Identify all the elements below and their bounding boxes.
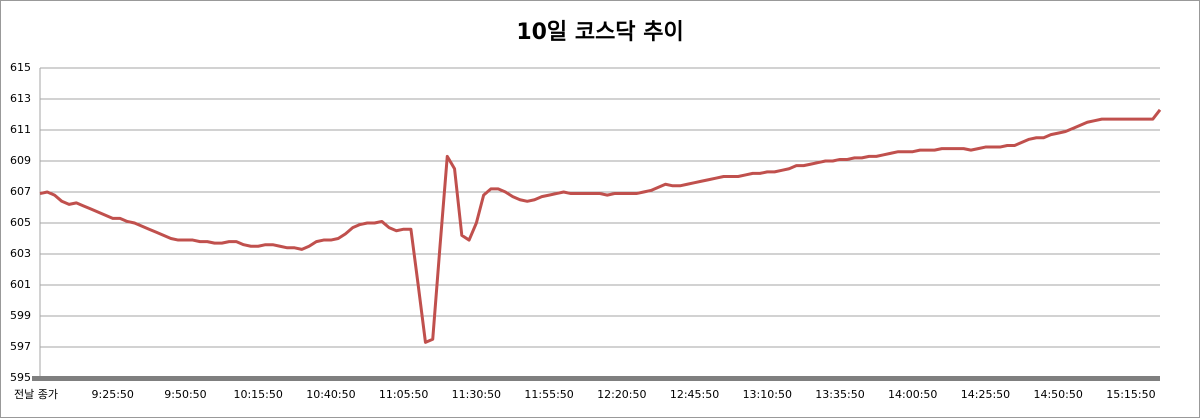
x-tick-label: 14:50:50 xyxy=(1033,388,1082,401)
y-tick-label: 615 xyxy=(10,61,31,74)
x-tick-label: 14:25:50 xyxy=(961,388,1010,401)
x-tick-label: 12:45:50 xyxy=(670,388,719,401)
y-tick-label: 597 xyxy=(10,340,31,353)
x-tick-label: 15:15:50 xyxy=(1106,388,1155,401)
y-tick-label: 611 xyxy=(10,123,31,136)
chart-title: 10일 코스닥 추이 xyxy=(516,20,683,45)
x-tick-label: 12:20:50 xyxy=(597,388,646,401)
x-tick-label: 11:30:50 xyxy=(452,388,501,401)
y-tick-label: 601 xyxy=(10,278,31,291)
y-tick-label: 599 xyxy=(10,309,31,322)
x-tick-label: 전날 종가 xyxy=(14,388,58,401)
y-tick-label: 603 xyxy=(10,247,31,260)
x-tick-label: 11:05:50 xyxy=(379,388,428,401)
y-tick-label: 609 xyxy=(10,154,31,167)
x-tick-label: 10:40:50 xyxy=(306,388,355,401)
x-tick-label: 13:35:50 xyxy=(815,388,864,401)
y-tick-label: 613 xyxy=(10,92,31,105)
x-axis xyxy=(32,376,1160,381)
x-tick-label: 14:00:50 xyxy=(888,388,937,401)
x-tick-label: 13:10:50 xyxy=(743,388,792,401)
y-tick-label: 605 xyxy=(10,216,31,229)
y-tick-label: 607 xyxy=(10,185,31,198)
x-tick-label: 10:15:50 xyxy=(233,388,282,401)
data-line xyxy=(39,108,1162,344)
x-tick-label: 11:55:50 xyxy=(524,388,573,401)
x-tick-label: 9:50:50 xyxy=(164,388,206,401)
y-tick-label: 595 xyxy=(10,371,31,384)
x-tick-label: 9:25:50 xyxy=(92,388,134,401)
